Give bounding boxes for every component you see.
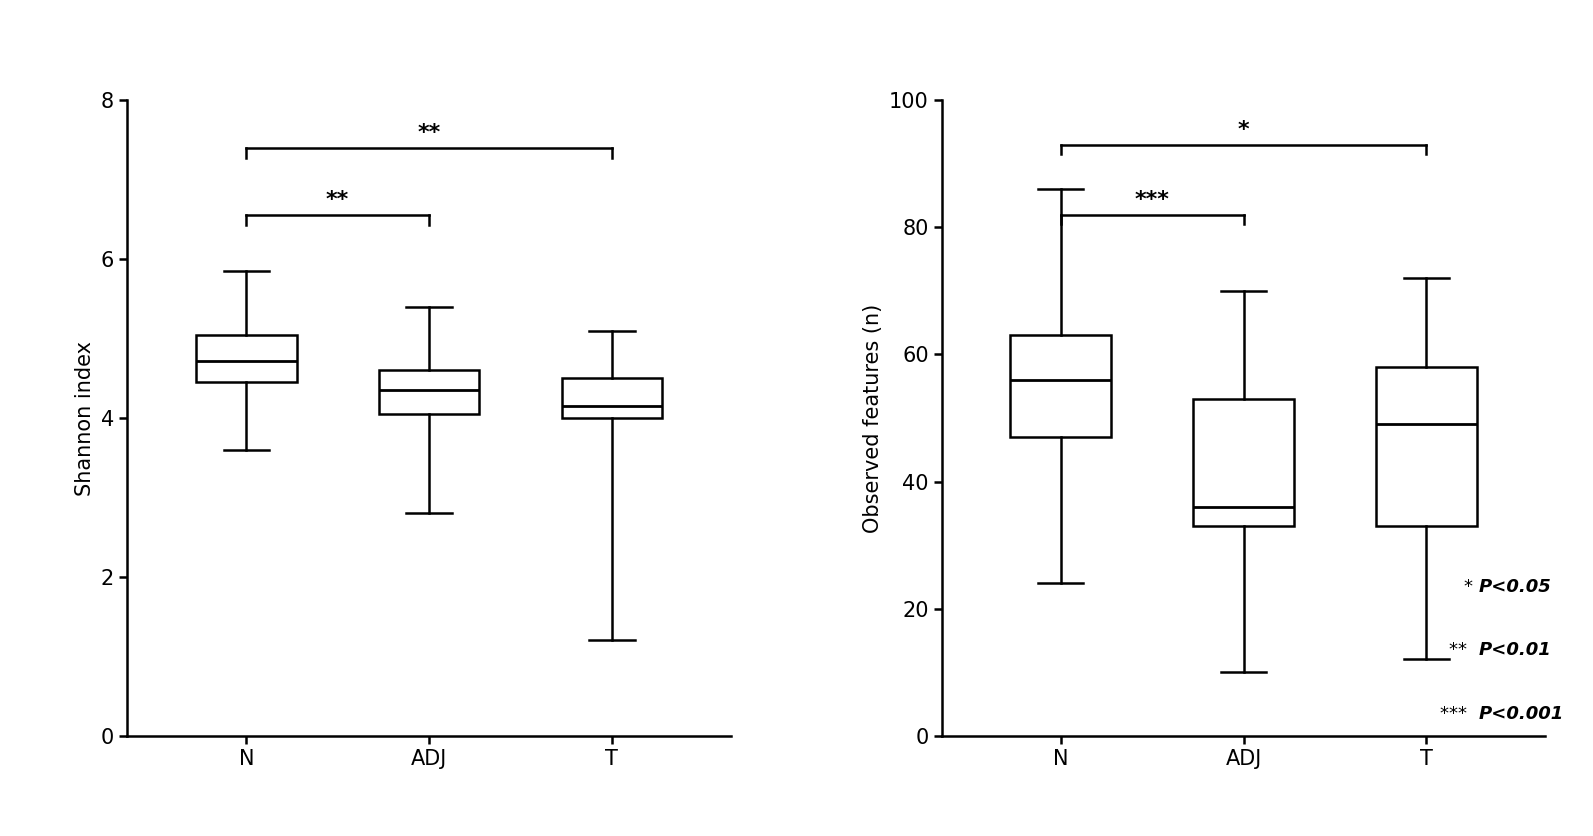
Text: *: *: [1238, 120, 1249, 140]
Text: P<0.001: P<0.001: [1478, 705, 1564, 723]
Text: ***: ***: [1134, 190, 1169, 210]
Bar: [1010, 335, 1110, 437]
Text: P<0.01: P<0.01: [1478, 641, 1552, 660]
Bar: [379, 370, 479, 414]
Text: ***: ***: [1440, 705, 1474, 723]
Text: **: **: [327, 191, 349, 211]
Text: **: **: [1450, 641, 1474, 660]
Bar: [1376, 367, 1477, 526]
Bar: [196, 334, 296, 382]
Text: P<0.05: P<0.05: [1478, 578, 1552, 596]
Text: *: *: [1464, 578, 1474, 596]
Y-axis label: Observed features (n): Observed features (n): [863, 303, 884, 533]
Text: **: **: [417, 123, 441, 143]
Bar: [562, 379, 663, 418]
Bar: [1193, 399, 1294, 526]
Y-axis label: Shannon index: Shannon index: [75, 340, 96, 496]
